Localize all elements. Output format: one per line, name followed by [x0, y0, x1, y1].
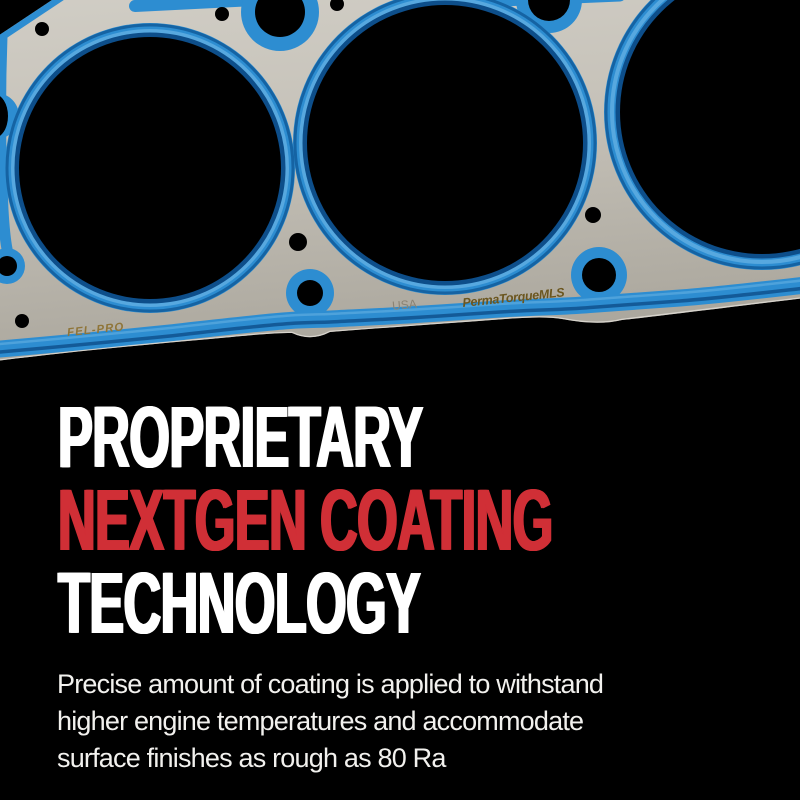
bolt-hole: [0, 256, 17, 276]
bolt-hole: [585, 207, 601, 223]
bolt-hole: [35, 22, 49, 36]
body-line-3: surface finishes as rough as 80 Ra: [57, 743, 446, 773]
body-copy: Precise amount of coating is applied to …: [57, 666, 757, 777]
headline-line-3: TECHNOLOGY: [58, 555, 421, 652]
edge-notch: [0, 94, 8, 138]
gasket-illustration: FEL-PRO USA PermaTorqueMLS: [0, 0, 800, 380]
bolt-hole: [582, 258, 616, 292]
bolt-hole: [15, 314, 29, 328]
bolt-hole: [330, 0, 344, 11]
cylinder-bore-1: [19, 37, 281, 299]
origin-stamp: USA: [392, 297, 418, 313]
bolt-hole: [297, 280, 323, 306]
brand-stamp: FEL-PRO: [67, 321, 125, 339]
gasket-holes: [0, 0, 800, 328]
body-line-2: higher engine temperatures and accommoda…: [57, 706, 584, 736]
gasket-ring-grooves: [0, 0, 800, 355]
cylinder-bore-2: [307, 5, 583, 281]
coolant-hole-top-2: [528, 0, 570, 21]
coolant-hole-top-1: [255, 0, 305, 37]
headline: PROPRIETARY NEXTGEN COATING TECHNOLOGY: [58, 389, 778, 652]
head-gasket-photo: FEL-PRO USA PermaTorqueMLS: [0, 0, 800, 380]
bolt-hole: [215, 7, 229, 21]
headline-line-2: NEXTGEN COATING: [58, 472, 553, 569]
cylinder-bore-3: [620, 0, 800, 254]
headline-line-1: PROPRIETARY: [58, 389, 423, 486]
body-line-1: Precise amount of coating is applied to …: [57, 669, 604, 699]
bolt-hole: [289, 233, 307, 251]
